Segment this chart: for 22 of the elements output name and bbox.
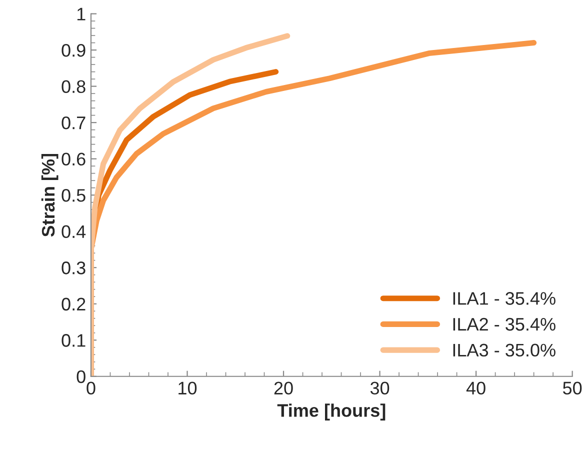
- x-tick-label: 30: [370, 382, 390, 395]
- legend-label: ILA1 - 35.4%: [453, 292, 556, 305]
- x-tick-label: 20: [274, 382, 293, 395]
- y-tick-label: 0.1: [62, 334, 86, 347]
- y-tick-label: 0.2: [62, 298, 86, 311]
- y-tick-label: 0: [76, 370, 86, 384]
- y-tick-label: 0.3: [62, 262, 86, 274]
- y-tick-label: 0.9: [62, 44, 86, 57]
- x-tick-label: 0: [86, 382, 96, 395]
- legend-label: ILA2 - 35.4%: [453, 318, 556, 331]
- y-tick-label: 1: [77, 8, 86, 20]
- y-tick-label: 0.4: [62, 225, 86, 238]
- y-tick-label: 0.7: [62, 116, 86, 130]
- x-tick-label: 50: [563, 382, 582, 395]
- legend-label: ILA3 - 35.0%: [453, 344, 556, 357]
- y-tick-label: 0.8: [62, 80, 86, 94]
- y-axis-title: Strain [%]: [41, 154, 58, 237]
- x-axis-title: Time [hours]: [277, 404, 386, 420]
- x-tick-label: 10: [178, 382, 197, 395]
- y-tick-label: 0.5: [62, 189, 86, 202]
- y-tick-label: 0.6: [62, 152, 86, 166]
- x-tick-label: 40: [466, 382, 486, 395]
